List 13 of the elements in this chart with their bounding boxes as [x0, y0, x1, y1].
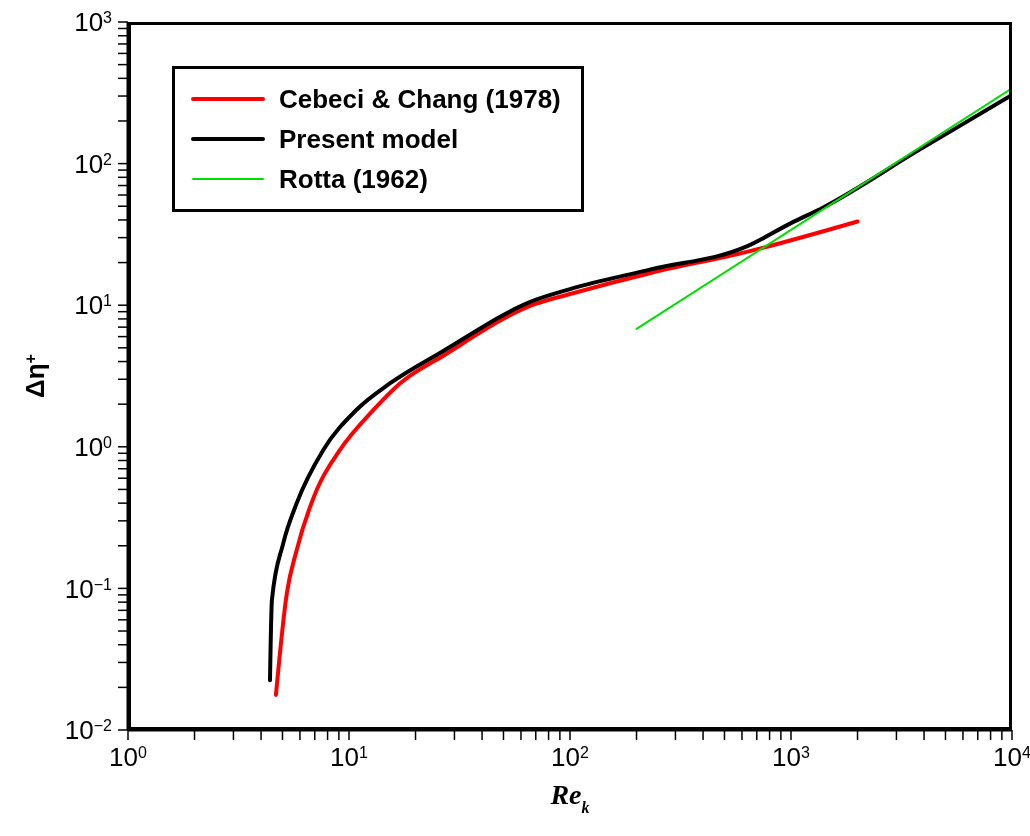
y-tick-label: 10$^{−1}$	[64, 573, 113, 604]
x-tick-label: 10$^{1}$	[330, 742, 369, 772]
y-tick-label: 10$^{1}$	[74, 290, 113, 321]
y-tick-label: 10$^{0}$	[74, 432, 113, 463]
legend-label: Rotta (1962)	[279, 163, 428, 196]
x-tick-label: 10$^{4}$	[993, 742, 1030, 772]
y-tick-label: 10$^{2}$	[74, 148, 113, 179]
y-tick-label: 10$^{3}$	[74, 7, 113, 38]
legend-label: Present model	[279, 123, 459, 156]
x-tick-label: 10$^{2}$	[551, 742, 590, 772]
legend-label: Cebeci & Chang (1978)	[279, 83, 561, 116]
x-axis-title: Re$_{k}$	[549, 779, 590, 816]
x-tick-label: 10$^{3}$	[772, 742, 811, 772]
